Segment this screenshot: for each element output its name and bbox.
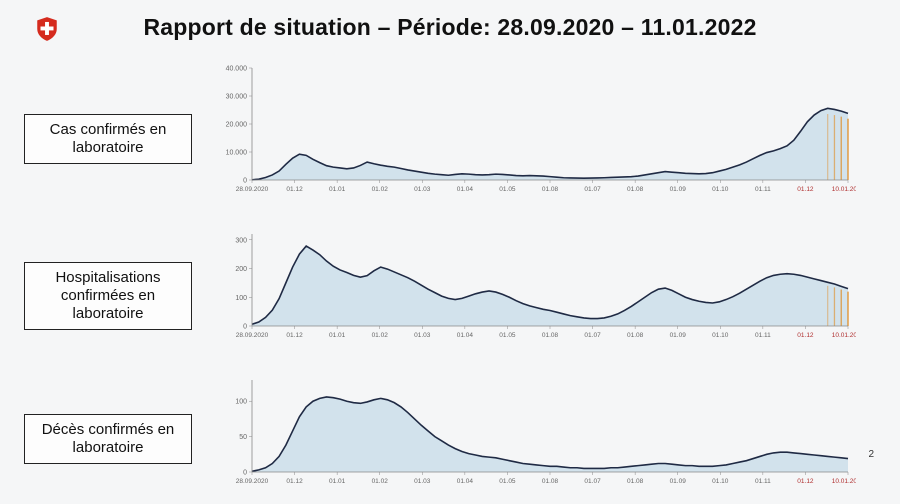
svg-text:28.09.2020: 28.09.2020 <box>236 186 269 193</box>
svg-text:01.04: 01.04 <box>457 478 474 485</box>
svg-text:0: 0 <box>243 470 247 477</box>
svg-text:01.03: 01.03 <box>414 332 431 339</box>
svg-text:50: 50 <box>239 434 247 441</box>
svg-text:01.08: 01.08 <box>627 186 644 193</box>
svg-text:01.07: 01.07 <box>584 186 601 193</box>
page-number: 2 <box>868 449 874 460</box>
svg-text:01.12: 01.12 <box>286 186 303 193</box>
svg-text:01.05: 01.05 <box>499 186 516 193</box>
svg-text:01.12: 01.12 <box>797 186 814 193</box>
svg-text:01.11: 01.11 <box>755 332 771 339</box>
svg-text:01.08: 01.08 <box>542 332 559 339</box>
svg-text:01.12: 01.12 <box>286 478 303 485</box>
svg-text:200: 200 <box>235 266 247 273</box>
svg-text:01.05: 01.05 <box>499 478 516 485</box>
svg-text:01.01: 01.01 <box>329 332 346 339</box>
chart-wrap-cases: 0 10.000 20.000 30.000 40.000 28.09.2020 01.1… <box>216 62 856 207</box>
chart-hosp: 0 100 200 300 28.09.2020 01.12 01.01 01.02 01.0… <box>216 228 856 348</box>
svg-text:40.000: 40.000 <box>226 66 248 73</box>
chart-wrap-deaths: 0 50 100 28.09.2020 01.12 01.01 01.02 01.03 01.… <box>216 374 856 499</box>
svg-text:01.10: 01.10 <box>712 478 729 485</box>
svg-text:01.12: 01.12 <box>797 478 814 485</box>
svg-text:01.07: 01.07 <box>584 332 601 339</box>
svg-text:300: 300 <box>235 237 247 244</box>
svg-text:01.02: 01.02 <box>372 478 389 485</box>
svg-text:01.12: 01.12 <box>286 332 303 339</box>
svg-text:01.04: 01.04 <box>457 332 474 339</box>
svg-text:10.01.2022: 10.01.2022 <box>832 332 856 339</box>
svg-text:100: 100 <box>235 295 247 302</box>
svg-text:10.01.2022: 10.01.2022 <box>832 186 856 193</box>
svg-text:01.09: 01.09 <box>670 332 687 339</box>
slide: Rapport de situation – Période: 28.09.20… <box>0 0 900 504</box>
svg-text:01.09: 01.09 <box>670 478 687 485</box>
svg-text:01.07: 01.07 <box>584 478 601 485</box>
chart-label-hosp: Hospitalisations confirmées en laboratoi… <box>24 262 192 330</box>
svg-text:01.08: 01.08 <box>542 186 559 193</box>
svg-text:28.09.2020: 28.09.2020 <box>236 478 269 485</box>
page-title: Rapport de situation – Période: 28.09.20… <box>143 14 756 41</box>
svg-text:01.02: 01.02 <box>372 332 389 339</box>
chart-cases: 0 10.000 20.000 30.000 40.000 28.09.2020 01.1… <box>216 62 856 202</box>
svg-text:01.04: 01.04 <box>457 186 474 193</box>
chart-label-deaths: Décès confirmés en laboratoire <box>24 414 192 464</box>
svg-text:10.01.2022: 10.01.2022 <box>832 478 856 485</box>
svg-text:30.000: 30.000 <box>226 94 248 101</box>
svg-text:01.02: 01.02 <box>372 186 389 193</box>
svg-text:20.000: 20.000 <box>226 122 248 129</box>
svg-text:28.09.2020: 28.09.2020 <box>236 332 269 339</box>
svg-text:01.10: 01.10 <box>712 186 729 193</box>
svg-text:01.11: 01.11 <box>755 478 771 485</box>
svg-text:01.05: 01.05 <box>499 332 516 339</box>
svg-text:01.03: 01.03 <box>414 186 431 193</box>
swiss-shield-icon <box>34 16 60 42</box>
header: Rapport de situation – Période: 28.09.20… <box>0 14 900 41</box>
svg-text:01.11: 01.11 <box>755 186 771 193</box>
svg-text:01.08: 01.08 <box>627 478 644 485</box>
svg-text:01.08: 01.08 <box>627 332 644 339</box>
svg-text:01.01: 01.01 <box>329 478 346 485</box>
svg-text:01.08: 01.08 <box>542 478 559 485</box>
svg-text:01.03: 01.03 <box>414 478 431 485</box>
svg-text:0: 0 <box>243 324 247 331</box>
svg-text:100: 100 <box>235 399 247 406</box>
chart-wrap-hosp: 0 100 200 300 28.09.2020 01.12 01.01 01.02 01.0… <box>216 228 856 353</box>
svg-text:10.000: 10.000 <box>226 150 248 157</box>
chart-label-cases: Cas confirmés en laboratoire <box>24 114 192 164</box>
svg-text:01.01: 01.01 <box>329 186 346 193</box>
svg-text:01.09: 01.09 <box>670 186 687 193</box>
chart-deaths: 0 50 100 28.09.2020 01.12 01.01 01.02 01.03 01.… <box>216 374 856 494</box>
svg-text:01.12: 01.12 <box>797 332 814 339</box>
svg-text:0: 0 <box>243 178 247 185</box>
svg-text:01.10: 01.10 <box>712 332 729 339</box>
